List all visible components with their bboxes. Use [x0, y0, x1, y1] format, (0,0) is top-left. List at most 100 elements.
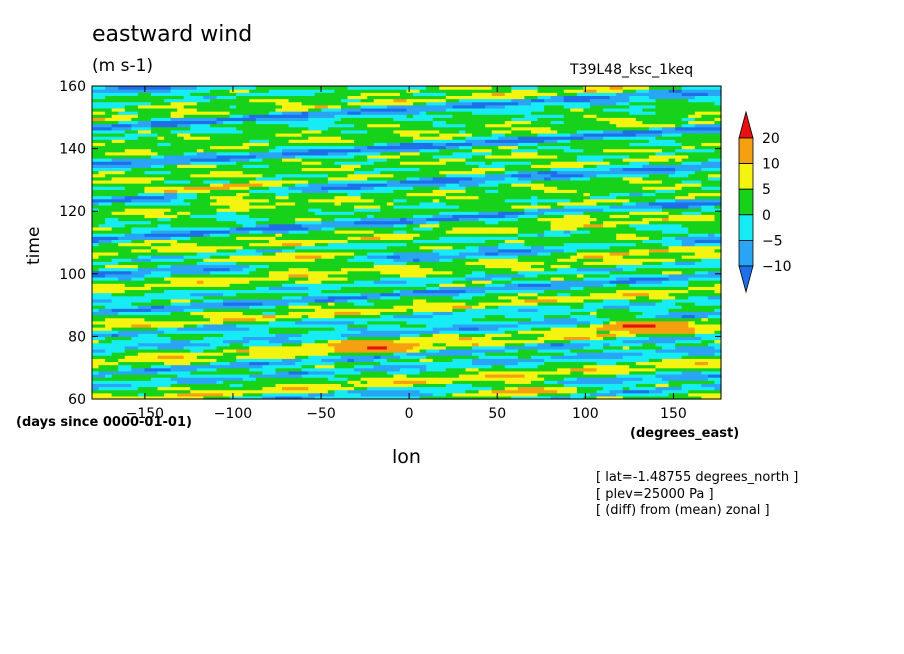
- heatmap-cell: [517, 345, 526, 350]
- heatmap-cell: [144, 311, 152, 316]
- heatmap-cell: [373, 345, 381, 350]
- heatmap-cell: [491, 345, 499, 350]
- heatmap-cell: [491, 245, 499, 250]
- heatmap-cell: [642, 345, 650, 350]
- heatmap-cell: [203, 251, 211, 256]
- heatmap-cell: [550, 264, 558, 269]
- heatmap-cell: [137, 308, 146, 312]
- heatmap-cell: [668, 348, 676, 353]
- heatmap-cell: [662, 292, 670, 297]
- heatmap-cell: [334, 389, 342, 394]
- heatmap-cell: [242, 361, 250, 366]
- heatmap-cell: [603, 251, 611, 256]
- heatmap-cell: [504, 255, 512, 259]
- heatmap-cell: [295, 323, 303, 328]
- heatmap-cell: [439, 330, 447, 334]
- heatmap-cell: [524, 264, 532, 269]
- heatmap-cell: [386, 339, 394, 344]
- heatmap-cell: [589, 311, 598, 316]
- heatmap-cell: [675, 323, 683, 328]
- heatmap-cell: [563, 323, 571, 328]
- heatmap-cell: [308, 392, 316, 397]
- heatmap-cell: [295, 295, 303, 300]
- heatmap-cell: [157, 273, 165, 278]
- heatmap-cell: [282, 267, 290, 272]
- heatmap-cell: [170, 251, 178, 256]
- heatmap-cell: [105, 345, 113, 350]
- heatmap-cell: [268, 377, 277, 381]
- heatmap-cell: [701, 352, 709, 356]
- heatmap-cell: [183, 395, 191, 400]
- heatmap-cell: [347, 286, 355, 291]
- heatmap-cell: [150, 330, 159, 334]
- heatmap-cell: [164, 380, 172, 384]
- heatmap-cell: [386, 383, 394, 388]
- heatmap-cell: [157, 373, 165, 378]
- heatmap-cell: [183, 358, 191, 363]
- heatmap-cell: [144, 336, 152, 341]
- heatmap-cell: [675, 280, 683, 284]
- heatmap-cell: [445, 361, 453, 366]
- heatmap-cell: [137, 380, 146, 384]
- heatmap-cell: [596, 364, 604, 369]
- heatmap-cell: [196, 358, 204, 363]
- heatmap-cell: [413, 239, 421, 244]
- heatmap-cell: [662, 258, 670, 262]
- heatmap-cell: [150, 239, 159, 244]
- heatmap-cell: [399, 367, 408, 372]
- heatmap-cell: [288, 345, 296, 350]
- heatmap-cell: [642, 242, 650, 247]
- heatmap-cell: [524, 261, 532, 266]
- heatmap-cell: [216, 383, 224, 388]
- heatmap-cell: [386, 377, 394, 381]
- heatmap-cell: [655, 330, 663, 334]
- heatmap-cell: [413, 276, 421, 281]
- heatmap-cell: [314, 386, 322, 391]
- heatmap-cell: [485, 370, 493, 375]
- heatmap-cell: [111, 386, 119, 391]
- heatmap-cell: [445, 261, 453, 266]
- heatmap-cell: [681, 276, 689, 281]
- heatmap-cell: [511, 336, 519, 341]
- heatmap-cell: [485, 255, 493, 259]
- heatmap-cell: [105, 248, 113, 253]
- heatmap-cell: [288, 270, 296, 275]
- heatmap-cell: [282, 308, 290, 312]
- heatmap-cell: [288, 330, 296, 334]
- heatmap-cell: [275, 258, 283, 262]
- heatmap-cell: [92, 255, 100, 259]
- heatmap-cell: [485, 317, 493, 322]
- heatmap-cell: [144, 245, 152, 250]
- heatmap-cell: [111, 352, 119, 356]
- heatmap-cell: [642, 367, 650, 372]
- heatmap-cell: [458, 317, 467, 322]
- heatmap-cell: [334, 276, 342, 281]
- heatmap-cell: [236, 392, 244, 397]
- heatmap-cell: [714, 311, 722, 316]
- heatmap-cell: [183, 261, 191, 266]
- heatmap-cell: [472, 276, 480, 281]
- heatmap-cell: [694, 333, 702, 337]
- heatmap-cell: [111, 364, 119, 369]
- heatmap-cell: [170, 276, 178, 281]
- heatmap-cell: [209, 364, 218, 369]
- heatmap-cell: [105, 358, 113, 363]
- heatmap-cell: [478, 245, 486, 250]
- heatmap-cell: [118, 370, 126, 375]
- heatmap-cell: [295, 236, 303, 240]
- heatmap-cell: [399, 248, 408, 253]
- heatmap-cell: [367, 386, 375, 391]
- heatmap-cell: [321, 330, 329, 334]
- heatmap-cell: [472, 289, 480, 294]
- heatmap-cell: [576, 352, 584, 356]
- heatmap-cell: [131, 258, 139, 262]
- heatmap-cell: [681, 392, 689, 397]
- heatmap-cell: [557, 292, 565, 297]
- heatmap-cell: [485, 242, 493, 247]
- heatmap-cell: [170, 320, 178, 325]
- heatmap-cell: [124, 345, 132, 350]
- heatmap-cell: [327, 345, 336, 350]
- heatmap-cell: [642, 239, 650, 244]
- heatmap-cell: [707, 276, 716, 281]
- heatmap-cell: [609, 352, 617, 356]
